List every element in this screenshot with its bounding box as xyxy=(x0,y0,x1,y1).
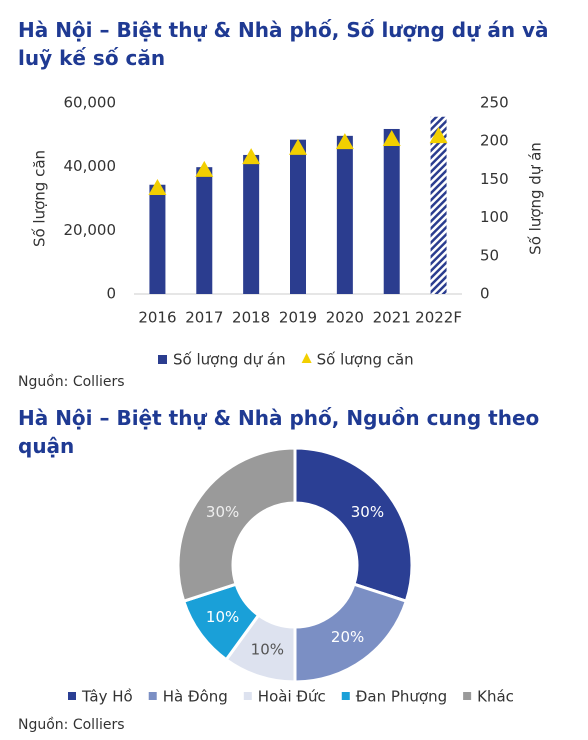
y2-tick-label: 200 xyxy=(480,132,509,150)
y2-axis-label: Số lượng dự án xyxy=(527,142,545,255)
legend-label: Tây Hồ xyxy=(81,688,133,706)
legend-swatch xyxy=(68,692,76,700)
bar xyxy=(336,135,353,294)
x-tick-label: 2021 xyxy=(373,309,411,327)
y2-tick-label: 250 xyxy=(480,94,509,112)
source: Nguồn: Colliers xyxy=(18,374,125,390)
data-label: 20% xyxy=(331,628,364,646)
legend-swatch xyxy=(463,692,472,700)
marker xyxy=(242,148,261,165)
legend-label: Hà Đông xyxy=(163,688,228,706)
legend-label: Số lượng căn xyxy=(317,351,414,369)
bar xyxy=(149,184,166,294)
legend-swatch xyxy=(148,692,157,700)
marker xyxy=(195,160,214,177)
y2-tick-label: 0 xyxy=(480,285,490,303)
x-tick-label: 2016 xyxy=(138,309,176,327)
data-label: 30% xyxy=(351,503,384,521)
marker xyxy=(289,138,307,155)
data-label: 10% xyxy=(206,608,239,626)
chart-title: Hà Nội – Biệt thự & Nhà phố, Nguồn cung … xyxy=(18,406,540,458)
legend-swatch xyxy=(341,692,350,700)
x-tick-label: 2020 xyxy=(326,309,364,327)
data-label: 30% xyxy=(206,503,239,521)
bar xyxy=(243,154,260,294)
bar xyxy=(430,116,447,294)
marker xyxy=(148,178,167,195)
y-axis-label: Số lượng căn xyxy=(31,150,49,247)
legend-label: Hoài Đức xyxy=(258,688,326,706)
x-tick-label: 2019 xyxy=(279,309,317,327)
slice xyxy=(293,582,409,684)
y2-tick-label: 50 xyxy=(480,246,499,264)
marker xyxy=(335,133,354,150)
legend-label: Số lượng dự án xyxy=(173,351,286,369)
y-tick-label: 40,000 xyxy=(64,157,117,175)
marker xyxy=(429,127,448,144)
legend-label: Khác xyxy=(477,688,514,706)
legend-label: Đan Phượng xyxy=(356,688,447,706)
slice xyxy=(176,446,297,604)
y2-tick-label: 150 xyxy=(480,170,509,188)
source: Nguồn: Colliers xyxy=(18,717,125,733)
slice xyxy=(293,446,414,604)
y-tick-label: 20,000 xyxy=(64,221,117,239)
y-tick-label: 0 xyxy=(106,285,116,303)
legend-swatch xyxy=(301,353,312,363)
legend-swatch xyxy=(243,692,252,700)
chart-title: Hà Nội – Biệt thự & Nhà phố, Số lượng dự… xyxy=(18,18,549,70)
x-tick-label: 2022F xyxy=(415,309,462,327)
bar xyxy=(196,167,213,294)
marker xyxy=(382,129,401,146)
bar xyxy=(290,139,306,294)
bar xyxy=(383,128,400,294)
x-tick-label: 2017 xyxy=(185,309,223,327)
data-label: 10% xyxy=(251,641,284,659)
legend-swatch xyxy=(158,355,167,364)
y2-tick-label: 100 xyxy=(480,208,509,226)
x-tick-label: 2018 xyxy=(232,309,270,327)
y-tick-label: 60,000 xyxy=(64,94,117,112)
